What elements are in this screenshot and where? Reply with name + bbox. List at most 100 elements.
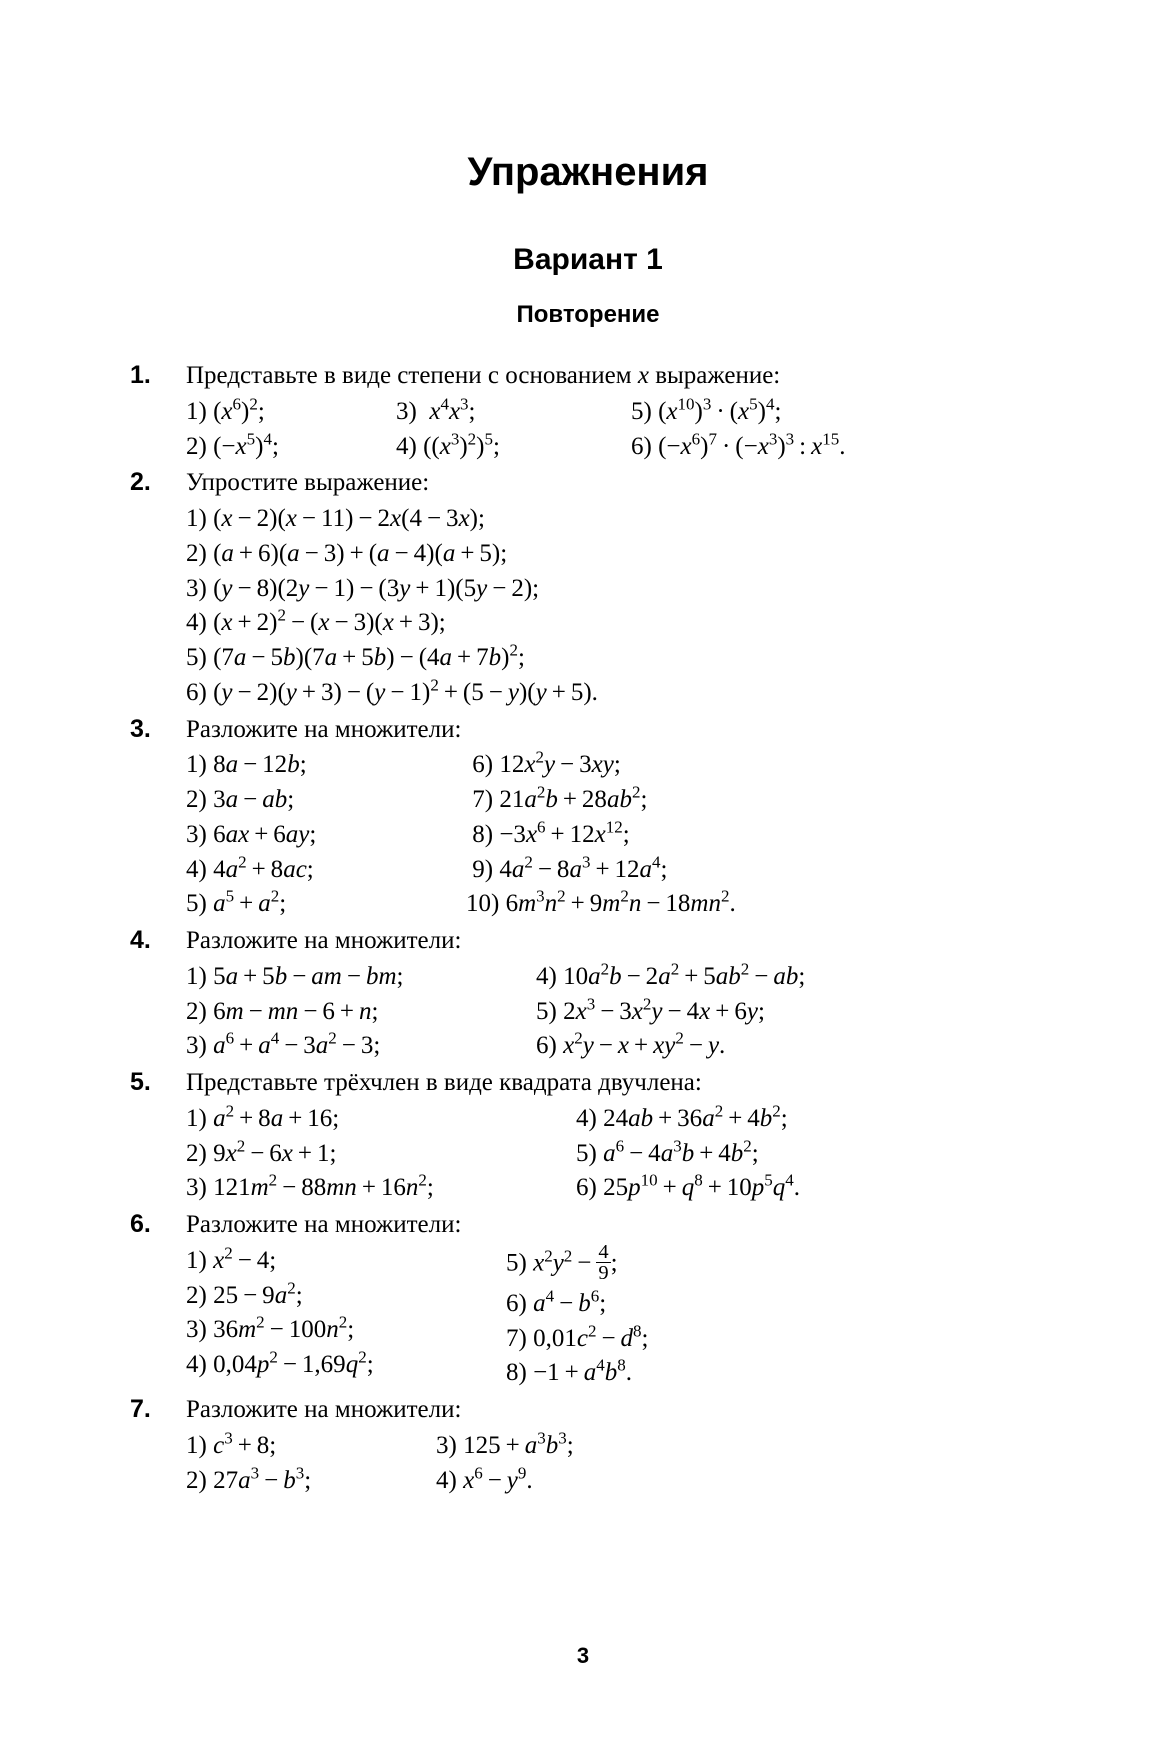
exercise-list: 1.Представьте в виде степени с основание… xyxy=(130,359,1046,1498)
exercise-item: 3) 125 + a3b3; xyxy=(436,1429,836,1463)
exercise-item: 5) a5 + a2; xyxy=(186,887,466,921)
exercise-item: 4) (x + 2)2 − (x − 3)(x + 3); xyxy=(186,606,986,640)
exercise-item: 2) (−x5)4; xyxy=(186,430,396,464)
exercise-column: 3) x4x3;4) ((x3)2)5; xyxy=(396,395,631,465)
exercise-column: 6) 12x2y − 3xy; 7) 21a2b + 28ab2; 8) −3x… xyxy=(466,748,986,922)
exercise-item: 6) 25p10 + q8 + 10p5q4. xyxy=(576,1171,986,1205)
exercise-column: 1) (x − 2)(x − 11) − 2x(4 − 3x);2) (a + … xyxy=(186,502,986,711)
exercise-item: 2) 3a − ab; xyxy=(186,783,466,817)
exercise: 7.Разложите на множители:1) c3 + 8;2) 27… xyxy=(130,1393,1046,1498)
exercise-body: Разложите на множители:1) c3 + 8;2) 27a3… xyxy=(186,1393,1046,1498)
exercise-item: 2) 6m − mn − 6 + n; xyxy=(186,995,536,1029)
exercise: 5.Представьте трёхчлен в виде квадрата д… xyxy=(130,1066,1046,1206)
exercise-prompt: Представьте трёхчлен в виде квадрата дву… xyxy=(186,1066,1046,1100)
exercise-item: 2) 27a3 − b3; xyxy=(186,1464,436,1498)
exercise-column: 1) x2 − 4;2) 25 − 9a2;3) 36m2 − 100n2;4)… xyxy=(186,1244,506,1391)
exercise-item: 1) (x6)2; xyxy=(186,395,396,429)
exercise-item: 3) 121m2 − 88mn + 16n2; xyxy=(186,1171,576,1205)
exercise-column: 4) 10a2b − 2a2 + 5ab2 − ab;5) 2x3 − 3x2y… xyxy=(536,960,986,1064)
exercise-columns: 1) (x6)2;2) (−x5)4;3) x4x3;4) ((x3)2)5;5… xyxy=(186,395,1051,465)
exercise-item: 5) 2x3 − 3x2y − 4x + 6y; xyxy=(536,995,986,1029)
exercise-body: Упростите выражение:1) (x − 2)(x − 11) −… xyxy=(186,466,1046,710)
exercise-body: Разложите на множители:1) x2 − 4;2) 25 −… xyxy=(186,1208,1046,1391)
exercise-column: 3) 125 + a3b3;4) x6 − y9. xyxy=(436,1429,836,1499)
exercise-body: Представьте трёхчлен в виде квадрата дву… xyxy=(186,1066,1046,1206)
exercise-item: 6) x2y − x + xy2 − y. xyxy=(536,1029,986,1063)
exercise-column: 5) x2y2 − 49;6) a4 − b6;7) 0,01c2 − d8;8… xyxy=(506,1244,986,1391)
subtitle: Повторение xyxy=(130,301,1046,329)
exercise-number: 6. xyxy=(130,1208,186,1391)
exercise-column: 4) 24ab + 36a2 + 4b2;5) a6 − 4a3b + 4b2;… xyxy=(576,1102,986,1206)
exercise-column: 5) (x10)3 · (x5)4;6) (−x6)7 · (−x3)3 : x… xyxy=(631,395,1051,465)
exercise-prompt: Разложите на множители: xyxy=(186,1393,1046,1427)
exercise-item: 1) a2 + 8a + 16; xyxy=(186,1102,576,1136)
exercise-item: 3) a6 + a4 − 3a2 − 3; xyxy=(186,1029,536,1063)
exercise-item: 7) 0,01c2 − d8; xyxy=(506,1322,986,1356)
exercise-prompt: Упростите выражение: xyxy=(186,466,1046,500)
exercise-columns: 1) (x − 2)(x − 11) − 2x(4 − 3x);2) (a + … xyxy=(186,502,1046,711)
variant-heading: Вариант 1 xyxy=(130,243,1046,277)
exercise-number: 1. xyxy=(130,359,186,464)
exercise-number: 7. xyxy=(130,1393,186,1498)
exercise-prompt: Разложите на множители: xyxy=(186,713,1046,747)
exercise-body: Представьте в виде степени с основанием … xyxy=(186,359,1051,464)
exercise-item: 4) ((x3)2)5; xyxy=(396,430,631,464)
exercise-column: 1) 8a − 12b;2) 3a − ab;3) 6ax + 6ay;4) 4… xyxy=(186,748,466,922)
exercise-columns: 1) c3 + 8;2) 27a3 − b3;3) 125 + a3b3;4) … xyxy=(186,1429,1046,1499)
exercise-item: 4) 10a2b − 2a2 + 5ab2 − ab; xyxy=(536,960,986,994)
exercise: 4.Разложите на множители:1) 5a + 5b − am… xyxy=(130,924,1046,1064)
exercise-item: 4) 0,04p2 − 1,69q2; xyxy=(186,1348,506,1382)
exercise-body: Разложите на множители:1) 5a + 5b − am −… xyxy=(186,924,1046,1064)
exercise-item: 8) −1 + a4b8. xyxy=(506,1356,986,1390)
exercise-item: 7) 21a2b + 28ab2; xyxy=(466,783,986,817)
exercise-item: 8) −3x6 + 12x12; xyxy=(466,818,986,852)
exercise-item: 10) 6m3n2 + 9m2n − 18mn2. xyxy=(466,887,986,921)
exercise-columns: 1) a2 + 8a + 16;2) 9x2 − 6x + 1;3) 121m2… xyxy=(186,1102,1046,1206)
exercise-columns: 1) 5a + 5b − am − bm;2) 6m − mn − 6 + n;… xyxy=(186,960,1046,1064)
exercise-number: 3. xyxy=(130,713,186,923)
exercise: 3.Разложите на множители:1) 8a − 12b;2) … xyxy=(130,713,1046,923)
exercise-prompt: Разложите на множители: xyxy=(186,1208,1046,1242)
exercise-columns: 1) x2 − 4;2) 25 − 9a2;3) 36m2 − 100n2;4)… xyxy=(186,1244,1046,1391)
exercise-item: 9) 4a2 − 8a3 + 12a4; xyxy=(466,853,986,887)
exercise-number: 2. xyxy=(130,466,186,710)
exercise-item: 2) 9x2 − 6x + 1; xyxy=(186,1137,576,1171)
exercise-item: 4) 4a2 + 8ac; xyxy=(186,853,466,887)
exercise-item: 6) (y − 2)(y + 3) − (y − 1)2 + (5 − y)(y… xyxy=(186,676,986,710)
exercise-column: 1) a2 + 8a + 16;2) 9x2 − 6x + 1;3) 121m2… xyxy=(186,1102,576,1206)
page-title: Упражнения xyxy=(130,150,1046,195)
exercise-column: 1) (x6)2;2) (−x5)4; xyxy=(186,395,396,465)
exercise: 1.Представьте в виде степени с основание… xyxy=(130,359,1046,464)
exercise-item: 3) 6ax + 6ay; xyxy=(186,818,466,852)
exercise-item: 5) x2y2 − 49; xyxy=(506,1244,986,1286)
exercise-item: 1) x2 − 4; xyxy=(186,1244,506,1278)
exercise-body: Разложите на множители:1) 8a − 12b;2) 3a… xyxy=(186,713,1046,923)
exercise: 6.Разложите на множители:1) x2 − 4;2) 25… xyxy=(130,1208,1046,1391)
exercise: 2.Упростите выражение:1) (x − 2)(x − 11)… xyxy=(130,466,1046,710)
exercise-columns: 1) 8a − 12b;2) 3a − ab;3) 6ax + 6ay;4) 4… xyxy=(186,748,1046,922)
exercise-column: 1) 5a + 5b − am − bm;2) 6m − mn − 6 + n;… xyxy=(186,960,536,1064)
exercise-item: 3) 36m2 − 100n2; xyxy=(186,1313,506,1347)
exercise-item: 2) (a + 6)(a − 3) + (a − 4)(a + 5); xyxy=(186,537,986,571)
exercise-item: 1) 5a + 5b − am − bm; xyxy=(186,960,536,994)
exercise-number: 5. xyxy=(130,1066,186,1206)
page: Упражнения Вариант 1 Повторение 1.Предст… xyxy=(0,0,1166,1749)
exercise-item: 3) (y − 8)(2y − 1) − (3y + 1)(5y − 2); xyxy=(186,572,986,606)
page-number: 3 xyxy=(0,1643,1166,1669)
exercise-item: 6) (−x6)7 · (−x3)3 : x15. xyxy=(631,430,1051,464)
exercise-item: 1) (x − 2)(x − 11) − 2x(4 − 3x); xyxy=(186,502,986,536)
exercise-item: 5) (7a − 5b)(7a + 5b) − (4a + 7b)2; xyxy=(186,641,986,675)
exercise-item: 2) 25 − 9a2; xyxy=(186,1279,506,1313)
exercise-item: 4) 24ab + 36a2 + 4b2; xyxy=(576,1102,986,1136)
exercise-prompt: Разложите на множители: xyxy=(186,924,1046,958)
exercise-item: 6) a4 − b6; xyxy=(506,1287,986,1321)
exercise-column: 1) c3 + 8;2) 27a3 − b3; xyxy=(186,1429,436,1499)
exercise-item: 6) 12x2y − 3xy; xyxy=(466,748,986,782)
exercise-prompt: Представьте в виде степени с основанием … xyxy=(186,359,1051,393)
exercise-number: 4. xyxy=(130,924,186,1064)
exercise-item: 5) (x10)3 · (x5)4; xyxy=(631,395,1051,429)
exercise-item: 4) x6 − y9. xyxy=(436,1464,836,1498)
exercise-item: 3) x4x3; xyxy=(396,395,631,429)
exercise-item: 1) 8a − 12b; xyxy=(186,748,466,782)
exercise-item: 1) c3 + 8; xyxy=(186,1429,436,1463)
